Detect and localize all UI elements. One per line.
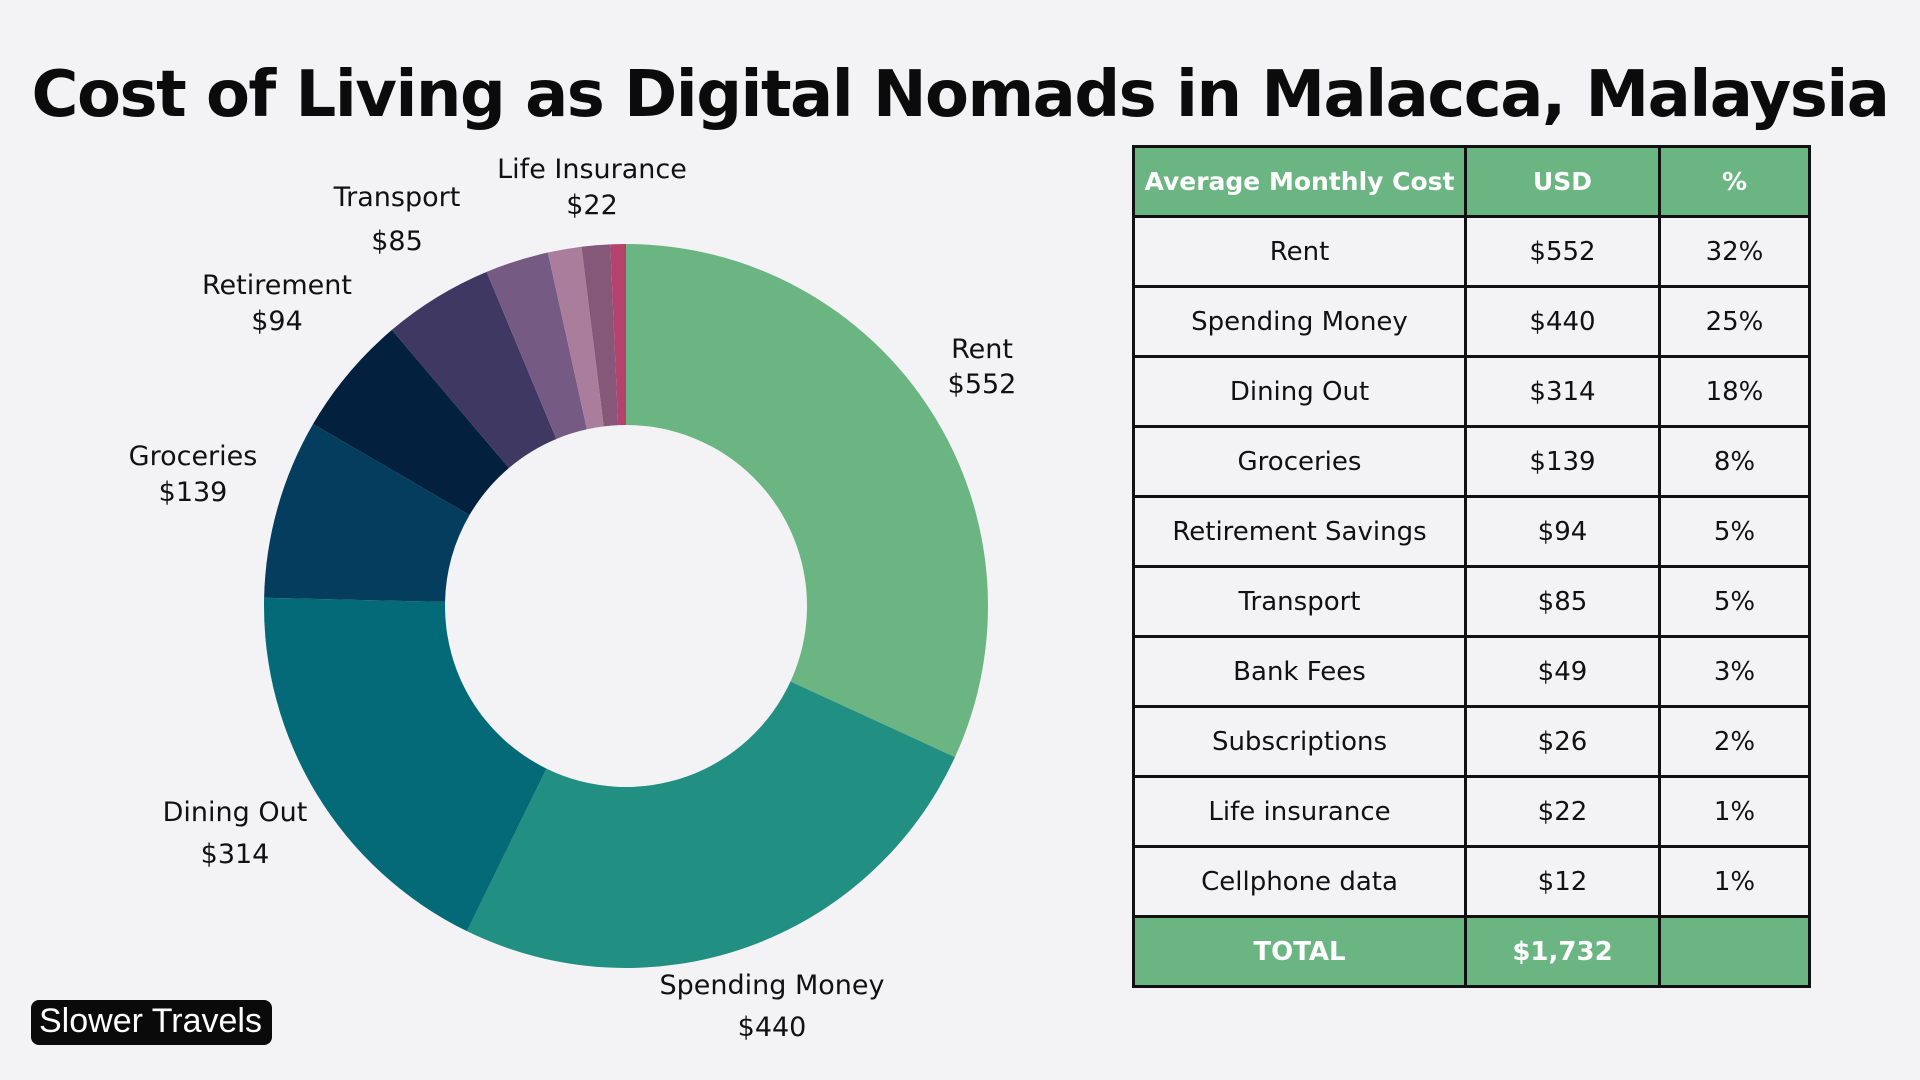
row-category: Groceries bbox=[1132, 425, 1467, 498]
slice-label: Rent bbox=[951, 334, 1013, 365]
row-category: Rent bbox=[1132, 215, 1467, 288]
slice-value-label: $552 bbox=[948, 369, 1017, 400]
row-usd: $94 bbox=[1464, 495, 1661, 568]
row-usd: $314 bbox=[1464, 355, 1661, 428]
row-usd: $12 bbox=[1464, 845, 1661, 918]
header-percent: % bbox=[1658, 145, 1811, 218]
slice-label: Dining Out bbox=[163, 797, 308, 828]
slice-cellphone-data bbox=[610, 244, 626, 426]
total-label: TOTAL bbox=[1132, 915, 1467, 988]
table-header-row: Average Monthly Cost USD % bbox=[1132, 145, 1811, 218]
table-row: Bank Fees $49 3% bbox=[1132, 635, 1811, 708]
row-category: Dining Out bbox=[1132, 355, 1467, 428]
slice-spending-money bbox=[466, 681, 955, 968]
row-percent: 3% bbox=[1658, 635, 1811, 708]
table-row: Spending Money $440 25% bbox=[1132, 285, 1811, 358]
slice-dining-out bbox=[263, 597, 547, 932]
slice-label: Transport bbox=[333, 182, 461, 213]
header-usd: USD bbox=[1464, 145, 1661, 218]
row-usd: $85 bbox=[1464, 565, 1661, 638]
slice-value-label: $139 bbox=[159, 477, 228, 508]
slice-value-label: $22 bbox=[566, 190, 618, 221]
row-usd: $139 bbox=[1464, 425, 1661, 498]
cost-table: Average Monthly Cost USD % Rent $552 32% Sp… bbox=[1132, 145, 1811, 988]
slice-bank-fees bbox=[486, 252, 587, 439]
row-category: Bank Fees bbox=[1132, 635, 1467, 708]
row-usd: $49 bbox=[1464, 635, 1661, 708]
donut-chart: Rent $552 Spending Money $440 Dining Out $314… bbox=[129, 154, 1017, 1043]
slice-groceries bbox=[264, 424, 470, 602]
table-row: Retirement Savings $94 5% bbox=[1132, 495, 1811, 568]
row-percent: 1% bbox=[1658, 775, 1811, 848]
slice-label: Spending Money bbox=[660, 970, 885, 1001]
row-usd: $440 bbox=[1464, 285, 1661, 358]
row-percent: 1% bbox=[1658, 845, 1811, 918]
row-percent: 25% bbox=[1658, 285, 1811, 358]
row-category: Life insurance bbox=[1132, 775, 1467, 848]
slice-label: Groceries bbox=[129, 441, 258, 472]
row-percent: 32% bbox=[1658, 215, 1811, 288]
total-percent bbox=[1658, 915, 1811, 988]
row-usd: $26 bbox=[1464, 705, 1661, 778]
row-category: Cellphone data bbox=[1132, 845, 1467, 918]
row-percent: 18% bbox=[1658, 355, 1811, 428]
row-percent: 5% bbox=[1658, 495, 1811, 568]
row-percent: 2% bbox=[1658, 705, 1811, 778]
slice-label: Retirement bbox=[202, 270, 352, 301]
table-row: Dining Out $314 18% bbox=[1132, 355, 1811, 428]
slice-life-insurance bbox=[581, 244, 619, 427]
slice-rent bbox=[626, 244, 989, 758]
row-usd: $552 bbox=[1464, 215, 1661, 288]
row-percent: 8% bbox=[1658, 425, 1811, 498]
slice-value-label: $440 bbox=[738, 1012, 807, 1043]
header-category: Average Monthly Cost bbox=[1132, 145, 1467, 218]
table-row: Cellphone data $12 1% bbox=[1132, 845, 1811, 918]
total-usd: $1,732 bbox=[1464, 915, 1661, 988]
slice-transport bbox=[391, 271, 557, 468]
row-category: Transport bbox=[1132, 565, 1467, 638]
slice-subscriptions bbox=[547, 246, 604, 430]
table-row: Life insurance $22 1% bbox=[1132, 775, 1811, 848]
row-category: Subscriptions bbox=[1132, 705, 1467, 778]
slice-value-label: $85 bbox=[371, 226, 423, 257]
slice-value-label: $94 bbox=[251, 306, 303, 337]
table-row: Subscriptions $26 2% bbox=[1132, 705, 1811, 778]
table-row: Groceries $139 8% bbox=[1132, 425, 1811, 498]
slice-label: Life Insurance bbox=[497, 154, 687, 185]
table-row: Transport $85 5% bbox=[1132, 565, 1811, 638]
brand-logo: Slower Travels bbox=[31, 1000, 272, 1045]
row-percent: 5% bbox=[1658, 565, 1811, 638]
table-total-row: TOTAL $1,732 bbox=[1132, 915, 1811, 988]
table-row: Rent $552 32% bbox=[1132, 215, 1811, 288]
row-usd: $22 bbox=[1464, 775, 1661, 848]
slice-value-label: $314 bbox=[201, 839, 270, 870]
slice-retirement bbox=[313, 329, 509, 516]
row-category: Retirement Savings bbox=[1132, 495, 1467, 568]
page-title: Cost of Living as Digital Nomads in Mala… bbox=[31, 58, 1890, 132]
row-category: Spending Money bbox=[1132, 285, 1467, 358]
